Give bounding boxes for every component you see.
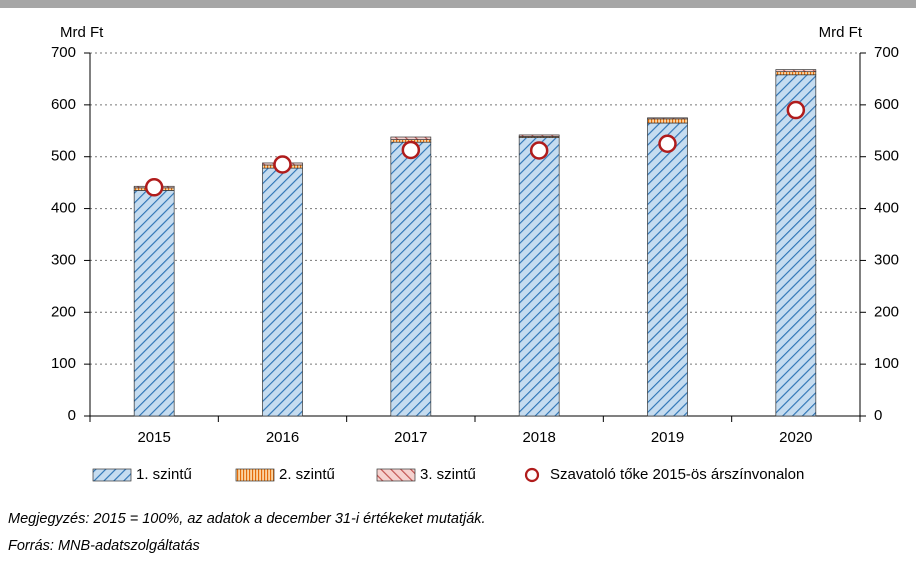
y-tick-label: 500 [51, 148, 76, 165]
x-tick-label: 2017 [394, 429, 427, 446]
bar-segment [775, 69, 817, 73]
y-tick-label: 300 [51, 251, 76, 268]
x-tick-label: 2020 [779, 429, 812, 446]
y2-tick-label: 400 [874, 200, 899, 217]
marker [786, 100, 806, 120]
y-tick-label: 0 [68, 407, 76, 424]
legend-label: 3. szintű [420, 466, 476, 483]
legend-marker [524, 467, 540, 483]
y-axis-label: Mrd Ft [60, 24, 104, 41]
legend-swatch [376, 468, 416, 482]
y2-tick-label: 600 [874, 96, 899, 113]
source: Forrás: MNB-adatszolgáltatás [8, 538, 200, 554]
marker [144, 178, 164, 197]
bar-segment [262, 167, 303, 417]
y2-axis-label: Mrd Ft [819, 24, 863, 41]
note: Megjegyzés: 2015 = 100%, az adatok a dec… [8, 511, 486, 527]
y-tick-label: 400 [51, 200, 76, 217]
marker [401, 140, 421, 160]
x-tick-label: 2019 [651, 429, 684, 446]
marker [273, 155, 292, 174]
y2-tick-label: 100 [874, 355, 899, 372]
y2-tick-label: 300 [874, 251, 899, 268]
legend-label: 1. szintű [136, 466, 192, 483]
y-tick-label: 700 [51, 44, 76, 61]
y2-tick-label: 500 [874, 148, 899, 165]
y-tick-label: 100 [51, 355, 76, 372]
bar-segment [133, 190, 175, 417]
bar-segment [647, 118, 688, 124]
marker [529, 141, 549, 160]
bar-segment [390, 136, 432, 140]
legend-label: 2. szintű [279, 466, 335, 483]
bar-segment [518, 134, 560, 137]
legend-swatch [235, 468, 275, 482]
y2-tick-label: 700 [874, 44, 899, 61]
x-tick-label: 2018 [522, 429, 555, 446]
y-tick-label: 600 [51, 96, 76, 113]
y-tick-label: 200 [51, 303, 76, 320]
y2-tick-label: 200 [874, 303, 899, 320]
legend-label: Szavatoló tőke 2015-ös árszínvonalon [550, 466, 804, 483]
marker [658, 134, 677, 153]
bar-segment [390, 141, 432, 417]
bar-segment [518, 137, 560, 417]
y2-tick-label: 0 [874, 407, 882, 424]
top-band [0, 0, 916, 8]
legend-swatch [92, 468, 132, 482]
bar-segment [775, 71, 817, 76]
bar-segment [775, 74, 817, 417]
bar-segment [647, 117, 688, 120]
x-tick-label: 2015 [137, 429, 170, 446]
x-tick-label: 2016 [266, 429, 299, 446]
bar-segment [647, 122, 688, 417]
